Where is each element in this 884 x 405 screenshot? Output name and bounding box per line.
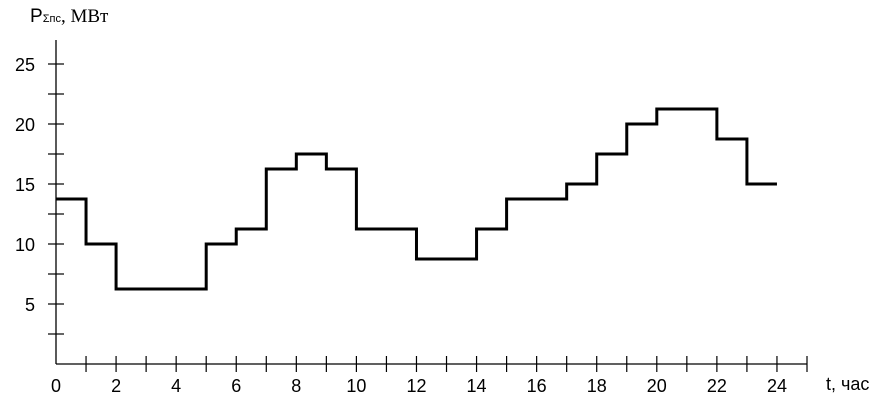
y-tick-label: 10 bbox=[15, 235, 35, 255]
x-tick-label: 6 bbox=[231, 376, 241, 396]
x-tick-label: 0 bbox=[51, 376, 61, 396]
x-tick-label: 16 bbox=[527, 376, 547, 396]
y-axis-label: PΣпс, МВт bbox=[30, 6, 109, 27]
x-tick-label: 12 bbox=[406, 376, 426, 396]
y-tick-label: 15 bbox=[15, 175, 35, 195]
x-tick-label: 2 bbox=[111, 376, 121, 396]
x-tick-label: 8 bbox=[291, 376, 301, 396]
load-step-line bbox=[56, 107, 777, 291]
x-tick-label: 18 bbox=[587, 376, 607, 396]
x-tick-label: 20 bbox=[647, 376, 667, 396]
x-tick-label: 4 bbox=[171, 376, 181, 396]
x-tick-label: 22 bbox=[707, 376, 727, 396]
x-tick-label: 10 bbox=[346, 376, 366, 396]
x-tick-label: 24 bbox=[767, 376, 787, 396]
y-tick-label: 25 bbox=[15, 55, 35, 75]
y-tick-label: 20 bbox=[15, 115, 35, 135]
x-axis-label: t, час bbox=[826, 374, 870, 394]
x-tick-label: 14 bbox=[467, 376, 487, 396]
y-tick-label: 5 bbox=[25, 295, 35, 315]
